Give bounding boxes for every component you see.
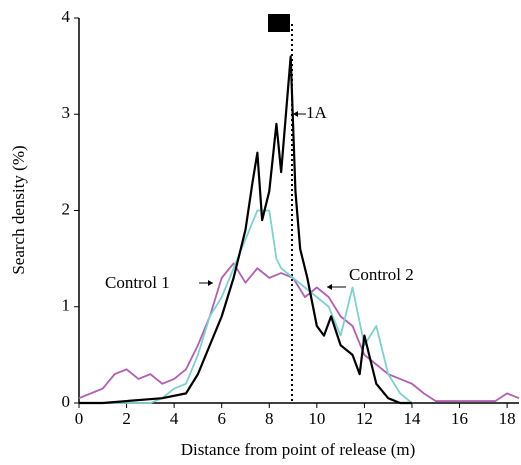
y-tick-label: 3 [62, 103, 71, 122]
x-tick-label: 2 [122, 409, 131, 428]
x-tick-label: 0 [75, 409, 84, 428]
x-tick-label: 4 [170, 409, 179, 428]
annotation-arrowhead [327, 284, 332, 290]
x-axis-label: Distance from point of release (m) [181, 440, 416, 459]
x-tick-label: 6 [217, 409, 226, 428]
y-axis-label: Search density (%) [9, 145, 28, 274]
annotation-arrowhead [208, 280, 213, 286]
x-tick-label: 18 [499, 409, 516, 428]
x-tick-label: 14 [403, 409, 421, 428]
y-tick-label: 1 [62, 296, 71, 315]
y-tick-label: 0 [62, 392, 71, 411]
annotation: 1A [306, 103, 328, 122]
annotation: Control 1 [105, 273, 170, 292]
landmark [268, 14, 290, 32]
series-line [79, 55, 412, 405]
annotation-arrowhead [293, 111, 298, 117]
annotation: Control 2 [349, 265, 414, 284]
x-tick-label: 16 [451, 409, 468, 428]
x-tick-label: 12 [356, 409, 373, 428]
series-line [78, 262, 520, 402]
x-tick-label: 10 [308, 409, 325, 428]
series-line [79, 209, 413, 404]
x-tick-label: 8 [265, 409, 274, 428]
y-tick-label: 4 [62, 7, 71, 26]
y-tick-label: 2 [62, 199, 71, 218]
